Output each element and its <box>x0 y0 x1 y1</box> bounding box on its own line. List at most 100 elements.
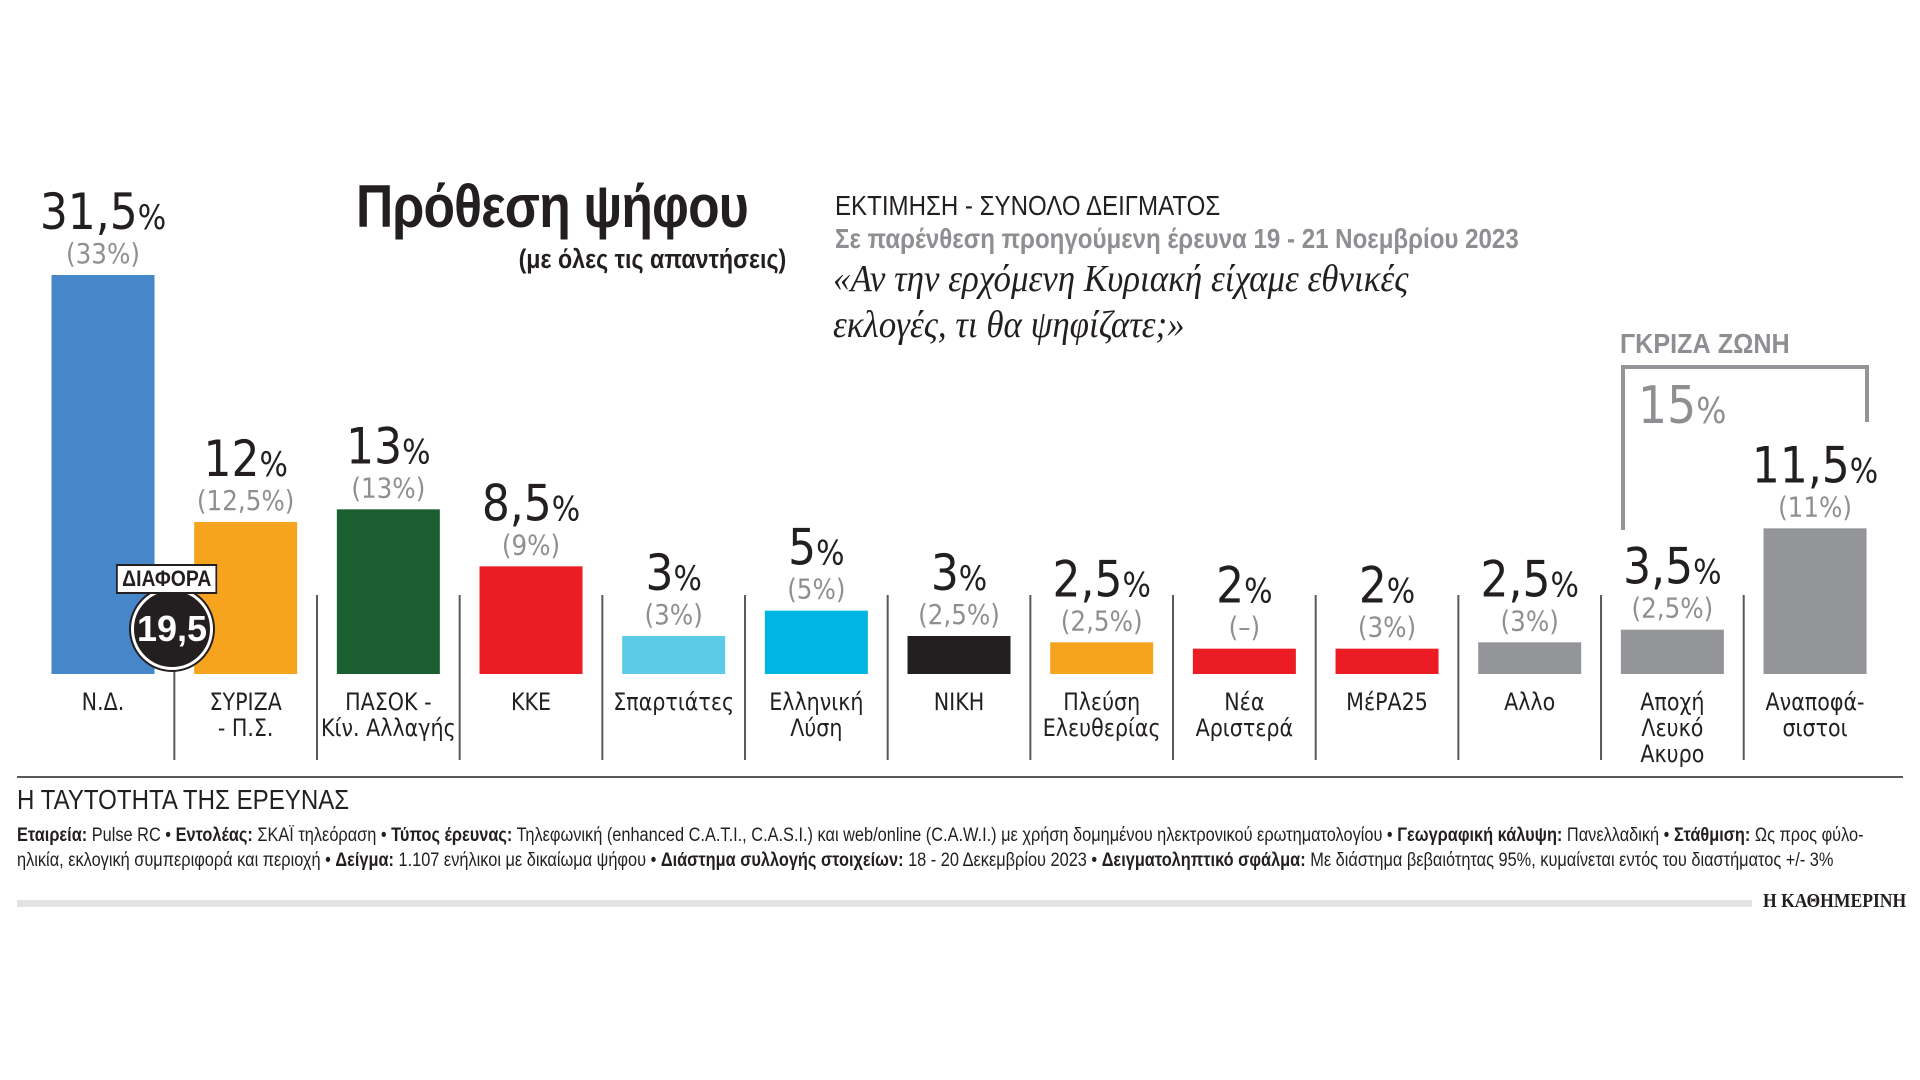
value-label: 3,5% <box>1623 538 1721 596</box>
identity-key: Τύπος έρευνας: <box>391 825 513 846</box>
survey-question-line1: «Αν την ερχόμενη Κυριακή είχαμε εθνικές <box>833 258 1409 300</box>
value-number: 13 <box>346 418 402 476</box>
value-label: 5% <box>788 519 844 577</box>
bar <box>1050 642 1154 674</box>
category-label: Λύση <box>790 715 842 743</box>
value-label: 2,5% <box>1481 551 1579 609</box>
previous-value-label: (5%) <box>787 574 845 606</box>
previous-value-label: (3%) <box>645 600 703 632</box>
value-label: 2% <box>1216 557 1272 615</box>
identity-value: Πανελλαδική • <box>1562 825 1674 846</box>
previous-survey-note: Σε παρένθεση προηγούμενη έρευνα 19 - 21 … <box>835 223 1519 254</box>
identity-value: ΣΚΑΪ τηλεόραση • <box>252 825 392 846</box>
value-label: 31,5% <box>40 183 166 241</box>
bar <box>479 566 583 674</box>
value-label: 12% <box>203 430 287 488</box>
category-label: Αλλο <box>1504 689 1555 717</box>
category-label: - Π.Σ. <box>218 715 274 743</box>
value-pct: % <box>138 197 166 237</box>
category-label: ΣΥΡΙΖΑ <box>209 689 282 717</box>
identity-key: Εταιρεία: <box>17 825 88 846</box>
category-label: ΠΑΣΟΚ - <box>345 689 431 717</box>
value-pct: % <box>673 558 701 598</box>
identity-value: Pulse RC • <box>87 825 176 846</box>
value-number: 12 <box>203 430 259 488</box>
value-pct: % <box>552 488 580 528</box>
value-number: 3,5 <box>1623 538 1693 596</box>
value-label: 11,5% <box>1752 437 1878 495</box>
bar <box>907 636 1011 674</box>
previous-value-label: (3%) <box>1501 606 1559 638</box>
difference-badge: 19,5 <box>131 588 213 670</box>
value-pct: % <box>1693 552 1721 592</box>
value-number: 8,5 <box>482 475 552 533</box>
category-label: ΜέΡΑ25 <box>1346 689 1428 717</box>
identity-key: Δειγματοληπτικό σφάλμα: <box>1101 850 1306 871</box>
category-label: Σπαρτιάτες <box>613 689 734 717</box>
chart-title: Πρόθεση ψήφου <box>356 173 749 240</box>
previous-value-label: (3%) <box>1358 612 1416 644</box>
value-number: 3 <box>931 544 959 602</box>
separators <box>173 595 1745 760</box>
previous-value-label: (13%) <box>351 473 425 505</box>
bar <box>622 636 726 674</box>
previous-value-label: (–) <box>1229 612 1261 644</box>
identity-value: 18 - 20 Δεκεμβρίου 2023 • <box>903 850 1102 871</box>
category-label: ΝΙΚΗ <box>934 689 985 717</box>
value-pct: % <box>259 444 287 484</box>
previous-value-label: (9%) <box>502 530 560 562</box>
previous-value-label: (2,5%) <box>1061 606 1143 638</box>
category-label: ΚΚΕ <box>511 689 551 717</box>
identity-value: Τηλεφωνική (enhanced C.A.T.I., C.A.S.I.)… <box>512 825 1398 846</box>
identity-key: Διάστημα συλλογής στοιχείων: <box>660 850 904 871</box>
identity-value: 1.107 ενήλικοι με δικαίωμα ψήφου • <box>393 850 661 871</box>
identity-value: Ως προς φύλο-ηλικία, εκλογική συμπεριφορ… <box>17 825 1864 871</box>
value-pct: % <box>1850 450 1878 490</box>
value-pct: % <box>1550 564 1578 604</box>
category-label: Νέα <box>1224 689 1264 717</box>
value-pct: % <box>1244 571 1272 611</box>
category-label: Αποχή <box>1640 689 1704 717</box>
identity-key: Εντολέας: <box>175 825 253 846</box>
value-labels: 31,5%12% 13%8,5%3%5% 3% 2,5% 2% 2% 2,5% 3,5%11,… <box>40 183 1878 615</box>
grey-zone-pct: % <box>1696 391 1727 432</box>
value-label: 2,5% <box>1053 551 1151 609</box>
category-label: Ν.Δ. <box>82 689 125 717</box>
category-label: Ελληνική <box>769 689 863 717</box>
previous-value-labels: (33%) (12,5%) (13%) (9%) (3%) (5%) (2,5%) (2,5%… <box>66 239 1852 645</box>
survey-identity-title: Η ΤΑΥΤΟΤΗΤΑ ΤΗΣ ΕΡΕΥΝΑΣ <box>17 784 350 815</box>
value-number: 2,5 <box>1053 551 1123 609</box>
previous-value-label: (2,5%) <box>1631 593 1713 625</box>
value-label: 3% <box>931 544 987 602</box>
bars <box>51 275 1867 674</box>
bar <box>1335 648 1439 674</box>
divider <box>17 776 1903 778</box>
footer-bar <box>17 900 1752 907</box>
value-pct: % <box>1122 564 1150 604</box>
bar <box>194 522 298 674</box>
value-pct: % <box>1387 571 1415 611</box>
bar <box>764 610 868 674</box>
bar <box>1620 629 1724 674</box>
previous-value-label: (12,5%) <box>197 486 294 518</box>
survey-identity-details: Εταιρεία: Pulse RC • Εντολέας: ΣΚΑΪ τηλε… <box>17 823 1892 873</box>
grey-zone-value: 15% <box>1638 376 1726 436</box>
value-number: 2 <box>1359 557 1387 615</box>
chart-subtitle: (με όλες τις απαντήσεις) <box>518 244 786 274</box>
category-label: Αριστερά <box>1196 715 1294 743</box>
category-labels: Ν.Δ. ΣΥΡΙΖΑ- Π.Σ. ΠΑΣΟΚ -Κίν. Αλλαγής ΚΚΕ Σπ… <box>82 689 1865 769</box>
previous-value-label: (2,5%) <box>918 600 1000 632</box>
identity-key: Στάθμιση: <box>1673 825 1751 846</box>
value-label: 3% <box>645 544 701 602</box>
value-number: 5 <box>788 519 816 577</box>
value-label: 13% <box>346 418 430 476</box>
value-number: 31,5 <box>40 183 138 241</box>
bar <box>336 509 440 674</box>
bar <box>1478 642 1582 674</box>
value-number: 2 <box>1216 557 1244 615</box>
value-number: 11,5 <box>1752 437 1850 495</box>
category-label: Ελευθερίας <box>1043 715 1161 743</box>
estimate-label: ΕΚΤΙΜΗΣΗ - ΣΥΝΟΛΟ ΔΕΙΓΜΑΤΟΣ <box>835 190 1221 221</box>
category-label: Αναποφά- <box>1766 689 1865 717</box>
value-pct: % <box>402 431 430 471</box>
